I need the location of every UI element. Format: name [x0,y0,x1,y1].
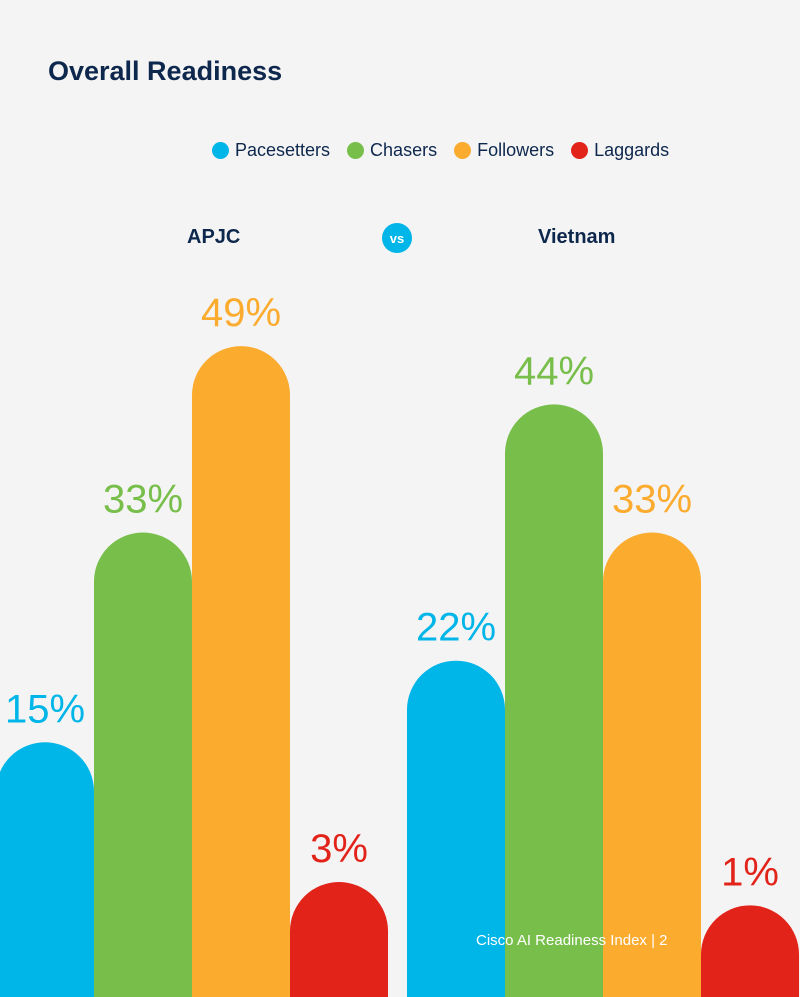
vs-badge: vs [382,223,412,253]
data-label-vietnam-pacesetters: 22% [416,606,496,650]
bar-apjc-chasers [94,532,192,997]
data-label-apjc-laggards: 3% [310,827,368,871]
legend-label-pacesetters: Pacesetters [235,140,331,160]
legend-label-followers: Followers [477,140,555,160]
data-label-apjc-pacesetters: 15% [5,687,85,731]
data-label-vietnam-laggards: 1% [721,850,779,894]
legend-item-chasers: Chasers [347,140,437,161]
legend-dot-chasers [347,142,365,159]
bar-vietnam-followers [603,532,701,997]
legend-label-chasers: Chasers [370,140,438,160]
legend: Pacesetters Chasers Followers Laggards [212,140,669,161]
bar-vietnam-chasers [505,404,603,997]
bar-apjc-pacesetters [0,742,94,997]
legend-dot-followers [454,142,472,159]
group-label-vietnam: Vietnam [538,226,616,248]
group-label-apjc: APJC [187,226,241,248]
legend-label-laggards: Laggards [594,140,670,160]
chart-title: Overall Readiness [48,56,283,86]
bar-vietnam-pacesetters [407,660,505,997]
legend-dot-laggards [571,142,589,159]
bar-apjc-followers [192,346,290,997]
data-label-apjc-chasers: 33% [103,478,183,522]
legend-item-pacesetters: Pacesetters [212,140,330,161]
data-label-vietnam-followers: 33% [612,478,692,522]
data-label-apjc-followers: 49% [201,291,281,335]
data-label-vietnam-chasers: 44% [514,349,594,393]
footer-text: Cisco AI Readiness Index | 2 [476,932,668,949]
bar-vietnam-laggards [701,905,799,997]
bar-apjc-laggards [290,882,388,997]
legend-item-laggards: Laggards [571,140,669,161]
legend-item-followers: Followers [454,140,554,161]
legend-dot-pacesetters [212,142,229,159]
